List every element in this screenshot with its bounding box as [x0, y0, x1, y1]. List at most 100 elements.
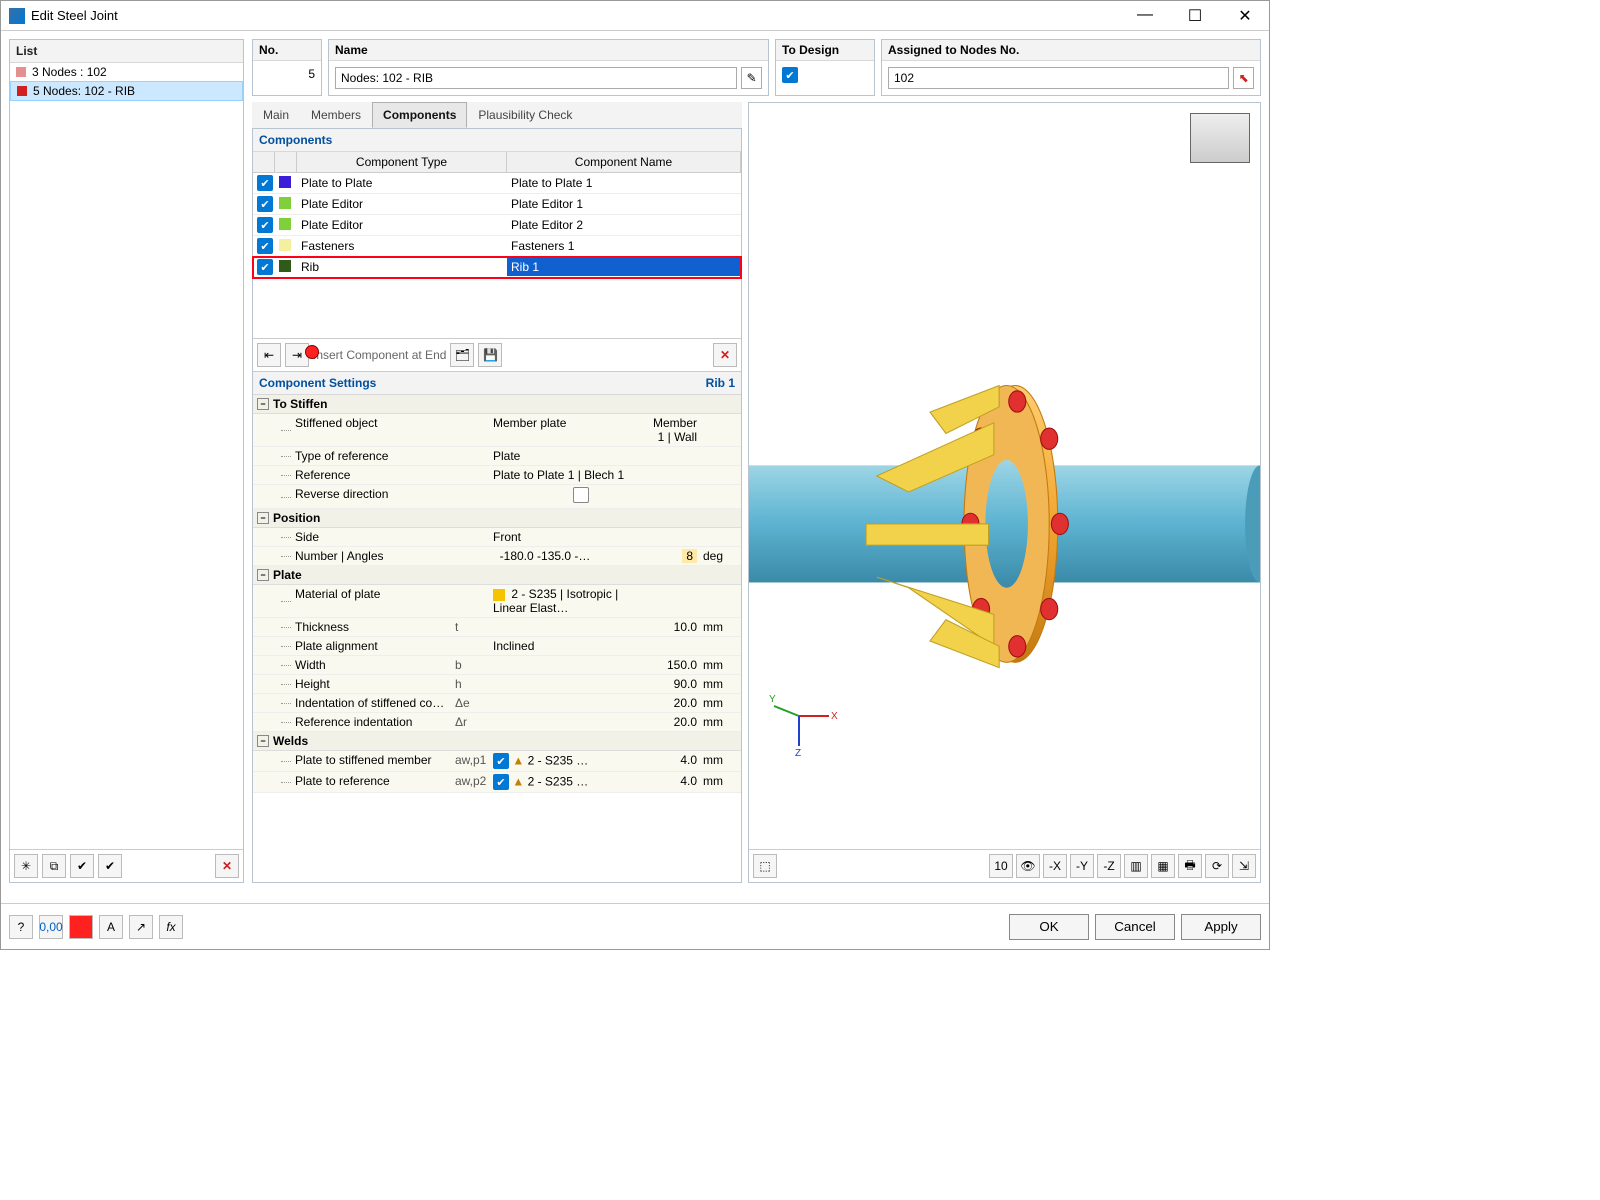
comp-library-button[interactable]: 🗂 [450, 343, 474, 367]
comp-insert-before-button[interactable]: ⇤ [257, 343, 281, 367]
settings-row[interactable]: Reference Plate to Plate 1 | Blech 1 [253, 466, 741, 485]
vt-btn-7[interactable]: ⇲ [1232, 854, 1256, 878]
list-header: List [10, 40, 243, 63]
ok-button[interactable]: OK [1009, 914, 1089, 940]
name-edit-icon[interactable]: ✎ [741, 67, 762, 89]
minimize-button[interactable]: ― [1129, 6, 1161, 26]
viewport-panel: X Y Z ⬚ 10 👁 -X -Y -Z ▥ ▦ 🖶 [748, 102, 1261, 883]
window-title: Edit Steel Joint [31, 8, 1129, 23]
vt-btn-print[interactable]: 🖶 [1178, 854, 1202, 878]
orientation-cube[interactable] [1190, 113, 1250, 163]
settings-row[interactable]: Plate to referenceaw,p2 ✔ ▲ 2 - S235 …4.… [253, 772, 741, 793]
vt-btn-z[interactable]: -Z [1097, 854, 1121, 878]
list-panel: List 3 Nodes : 1025 Nodes: 102 - RIB ✳ ⧉… [9, 39, 244, 883]
settings-row[interactable]: Widthb 150.0mm [253, 656, 741, 675]
components-table: Component Type Component Name ✔ Plate to… [253, 152, 741, 278]
list-check2-button[interactable]: ✔ [98, 854, 122, 878]
components-toolbar: ⇤ ⇥ Insert Component at End 🗂 💾 ✕ [253, 338, 741, 372]
components-title: Components [253, 129, 741, 152]
vt-btn-5[interactable]: ▦ [1151, 854, 1175, 878]
settings-row[interactable]: Stiffened object Member plateMember 1 | … [253, 414, 741, 447]
svg-text:Y: Y [769, 694, 776, 705]
vt-btn-x[interactable]: -X [1043, 854, 1067, 878]
component-row[interactable]: ✔ Plate EditorPlate Editor 1 [253, 194, 741, 215]
component-row[interactable]: ✔ RibRib 1 [253, 257, 741, 278]
apply-button[interactable]: Apply [1181, 914, 1261, 940]
vt-btn-1[interactable]: ⬚ [753, 854, 777, 878]
maximize-button[interactable]: ☐ [1179, 6, 1211, 26]
comp-toolbar-hint: Insert Component at End [313, 348, 446, 362]
settings-current: Rib 1 [706, 376, 735, 390]
cursor-highlight [305, 345, 319, 359]
settings-row[interactable]: Thicknesst 10.0mm [253, 618, 741, 637]
group-header[interactable]: − Plate [253, 566, 741, 585]
comp-save-button[interactable]: 💾 [478, 343, 502, 367]
name-field: Name ✎ [328, 39, 769, 96]
component-row[interactable]: ✔ Plate EditorPlate Editor 2 [253, 215, 741, 236]
tab-members[interactable]: Members [300, 102, 372, 128]
list-delete-button[interactable]: ✕ [215, 854, 239, 878]
titlebar: Edit Steel Joint ― ☐ ✕ [1, 1, 1269, 31]
component-row[interactable]: ✔ FastenersFasteners 1 [253, 236, 741, 257]
vt-btn-6[interactable]: ⟳ [1205, 854, 1229, 878]
bb-font-button[interactable]: A [99, 915, 123, 939]
app-icon [9, 8, 25, 24]
bb-units-button[interactable]: 0,00 [39, 915, 63, 939]
assigned-pick-icon[interactable]: ⬉ [1233, 67, 1254, 89]
tabs: MainMembersComponentsPlausibility Check [252, 102, 742, 129]
settings-row[interactable]: Side Front [253, 528, 741, 547]
vt-btn-3[interactable]: 👁 [1016, 854, 1040, 878]
svg-text:Z: Z [795, 748, 801, 756]
col-name-header: Component Name [507, 152, 741, 172]
list-item[interactable]: 5 Nodes: 102 - RIB [10, 81, 243, 101]
bb-help-button[interactable]: ? [9, 915, 33, 939]
settings-row[interactable]: Number | Angles -180.0 -135.0 -…8deg [253, 547, 741, 566]
view3d[interactable]: X Y Z [749, 103, 1260, 849]
component-row[interactable]: ✔ Plate to PlatePlate to Plate 1 [253, 173, 741, 194]
assigned-field: Assigned to Nodes No. ⬉ [881, 39, 1261, 96]
axes-gizmo: X Y Z [769, 686, 839, 759]
assigned-input[interactable] [888, 67, 1229, 89]
list-check1-button[interactable]: ✔ [70, 854, 94, 878]
tab-main[interactable]: Main [252, 102, 300, 128]
list-copy-button[interactable]: ⧉ [42, 854, 66, 878]
no-label: No. [253, 40, 321, 61]
group-header[interactable]: − Welds [253, 732, 741, 751]
settings-row[interactable]: Reference indentationΔr 20.0mm [253, 713, 741, 732]
todesign-label: To Design [776, 40, 874, 61]
assigned-label: Assigned to Nodes No. [882, 40, 1260, 61]
no-field: No. 5 [252, 39, 322, 96]
vt-btn-2[interactable]: 10 [989, 854, 1013, 878]
viewport-toolbar: ⬚ 10 👁 -X -Y -Z ▥ ▦ 🖶 ⟳ ⇲ [749, 849, 1260, 882]
col-type-header: Component Type [297, 152, 507, 172]
bb-color-button[interactable] [69, 915, 93, 939]
settings-title: Component Settings [259, 376, 376, 390]
vt-btn-y[interactable]: -Y [1070, 854, 1094, 878]
svg-text:X: X [831, 711, 838, 722]
list-new-button[interactable]: ✳ [14, 854, 38, 878]
name-input[interactable] [335, 67, 737, 89]
settings-row[interactable]: Type of reference Plate [253, 447, 741, 466]
tab-plausibility-check[interactable]: Plausibility Check [467, 102, 583, 128]
no-value: 5 [259, 67, 315, 81]
settings-row[interactable]: Plate alignment Inclined [253, 637, 741, 656]
cancel-button[interactable]: Cancel [1095, 914, 1175, 940]
group-header[interactable]: − To Stiffen [253, 395, 741, 414]
bb-fx-button[interactable]: fx [159, 915, 183, 939]
settings-row[interactable]: Plate to stiffened memberaw,p1 ✔ ▲ 2 - S… [253, 751, 741, 772]
list-body: 3 Nodes : 1025 Nodes: 102 - RIB [10, 63, 243, 849]
settings-row[interactable]: Reverse direction [253, 485, 741, 509]
name-label: Name [329, 40, 768, 61]
vt-btn-4[interactable]: ▥ [1124, 854, 1148, 878]
group-header[interactable]: − Position [253, 509, 741, 528]
todesign-checkbox[interactable]: ✔ [782, 67, 798, 83]
settings-row[interactable]: Indentation of stiffened co…Δe 20.0mm [253, 694, 741, 713]
settings-row[interactable]: Heighth 90.0mm [253, 675, 741, 694]
bb-tool-button[interactable]: ↗ [129, 915, 153, 939]
tab-components[interactable]: Components [372, 102, 467, 128]
close-button[interactable]: ✕ [1229, 6, 1261, 26]
list-item[interactable]: 3 Nodes : 102 [10, 63, 243, 81]
todesign-field: To Design ✔ [775, 39, 875, 96]
comp-delete-button[interactable]: ✕ [713, 343, 737, 367]
settings-row[interactable]: Material of plate 2 - S235 | Isotropic |… [253, 585, 741, 618]
